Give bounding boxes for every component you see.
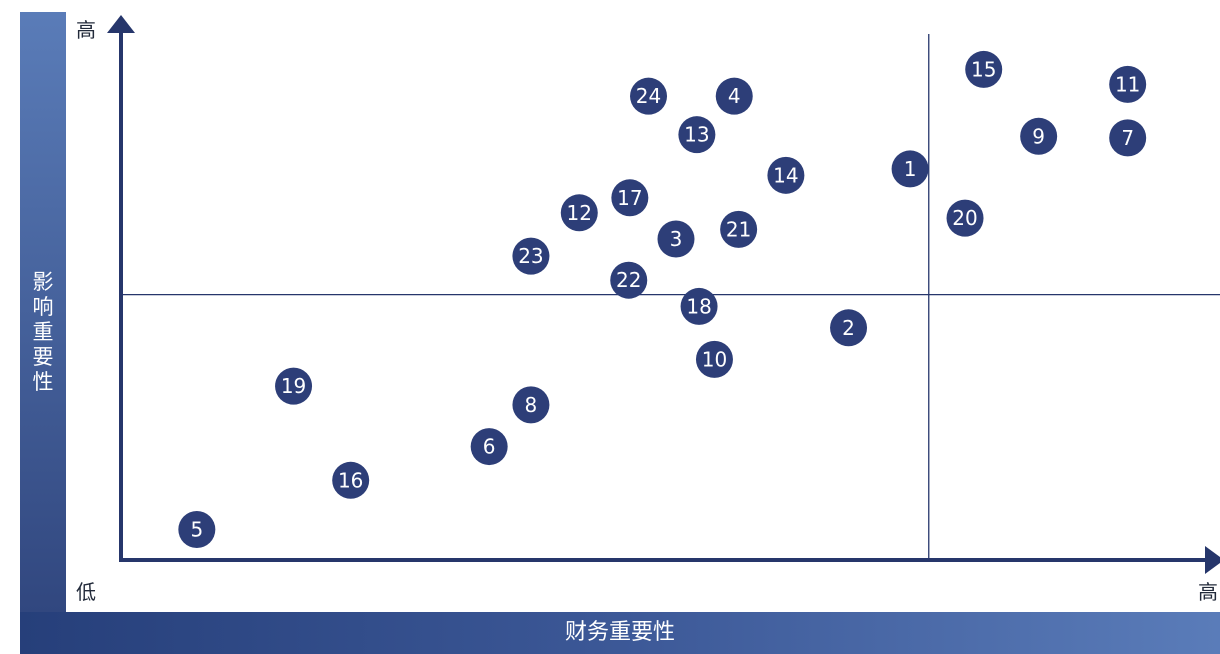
data-point-3: 3 [657, 220, 695, 258]
data-point-6: 6 [470, 428, 508, 466]
data-point-label: 7 [1121, 126, 1134, 150]
data-point-marker [680, 287, 718, 325]
data-point-9: 9 [1020, 117, 1058, 155]
data-point-label: 23 [518, 244, 543, 268]
data-point-marker [560, 194, 598, 232]
data-point-marker [332, 461, 370, 499]
data-point-label: 1 [904, 157, 917, 181]
data-point-marker [678, 116, 716, 154]
x-axis-band [20, 612, 1220, 654]
data-point-20: 20 [946, 199, 984, 237]
data-point-15: 15 [965, 50, 1003, 88]
data-point-marker [1020, 117, 1058, 155]
data-point-label: 22 [616, 268, 641, 292]
data-point-4: 4 [715, 77, 753, 115]
data-point-label: 14 [773, 163, 798, 187]
data-point-marker [891, 150, 929, 188]
y-axis-low-label: 低 [76, 580, 96, 604]
data-point-23: 23 [512, 237, 550, 275]
x-axis-high-label: 高 [1198, 580, 1218, 604]
y-axis-title: 影响重要性 [32, 270, 54, 394]
data-point-8: 8 [512, 386, 550, 424]
x-axis-title: 财务重要性 [564, 620, 675, 645]
data-point-label: 4 [728, 84, 741, 108]
data-point-label: 9 [1032, 124, 1045, 148]
data-point-label: 12 [567, 201, 592, 225]
x-axis-arrow [1205, 546, 1220, 574]
data-point-5: 5 [178, 511, 216, 549]
data-point-11: 11 [1109, 65, 1147, 103]
data-point-2: 2 [830, 309, 868, 347]
data-point-marker [275, 367, 313, 405]
data-point-marker [830, 309, 868, 347]
data-point-marker [695, 340, 733, 378]
data-point-marker [1109, 65, 1147, 103]
data-point-label: 8 [525, 393, 538, 417]
data-point-18: 18 [680, 287, 718, 325]
data-point-label: 11 [1115, 72, 1140, 96]
data-point-24: 24 [630, 77, 668, 115]
data-point-label: 6 [483, 435, 496, 459]
data-point-label: 21 [726, 217, 751, 241]
data-point-label: 13 [684, 123, 709, 147]
data-point-marker [767, 156, 805, 194]
data-point-label: 20 [952, 206, 977, 230]
data-point-marker [657, 220, 695, 258]
data-point-17: 17 [611, 179, 649, 217]
data-point-13: 13 [678, 116, 716, 154]
data-point-16: 16 [332, 461, 370, 499]
data-point-14: 14 [767, 156, 805, 194]
y-axis-band [20, 12, 66, 612]
data-point-label: 24 [636, 84, 661, 108]
data-point-21: 21 [720, 210, 758, 248]
data-point-label: 19 [281, 374, 306, 398]
data-point-marker [512, 386, 550, 424]
data-point-marker [470, 428, 508, 466]
data-point-label: 18 [686, 294, 711, 318]
data-point-label: 10 [702, 347, 727, 371]
data-point-label: 17 [617, 186, 642, 210]
data-point-label: 5 [190, 518, 203, 542]
data-point-1: 1 [891, 150, 929, 188]
data-point-label: 15 [971, 57, 996, 81]
data-point-marker [946, 199, 984, 237]
data-point-12: 12 [560, 194, 598, 232]
data-point-marker [965, 50, 1003, 88]
data-point-10: 10 [695, 340, 733, 378]
data-point-label: 16 [338, 468, 363, 492]
data-point-22: 22 [610, 261, 648, 299]
data-point-marker [512, 237, 550, 275]
data-point-marker [720, 210, 758, 248]
data-point-marker [610, 261, 648, 299]
data-point-19: 19 [275, 367, 313, 405]
data-point-marker [178, 511, 216, 549]
data-point-marker [715, 77, 753, 115]
data-point-label: 2 [842, 316, 855, 340]
data-point-marker [611, 179, 649, 217]
data-point-label: 3 [670, 227, 683, 251]
data-point-marker [630, 77, 668, 115]
y-axis-high-label: 高 [76, 18, 96, 42]
data-point-7: 7 [1109, 119, 1147, 157]
data-point-marker [1109, 119, 1147, 157]
y-axis-arrow [107, 15, 135, 33]
